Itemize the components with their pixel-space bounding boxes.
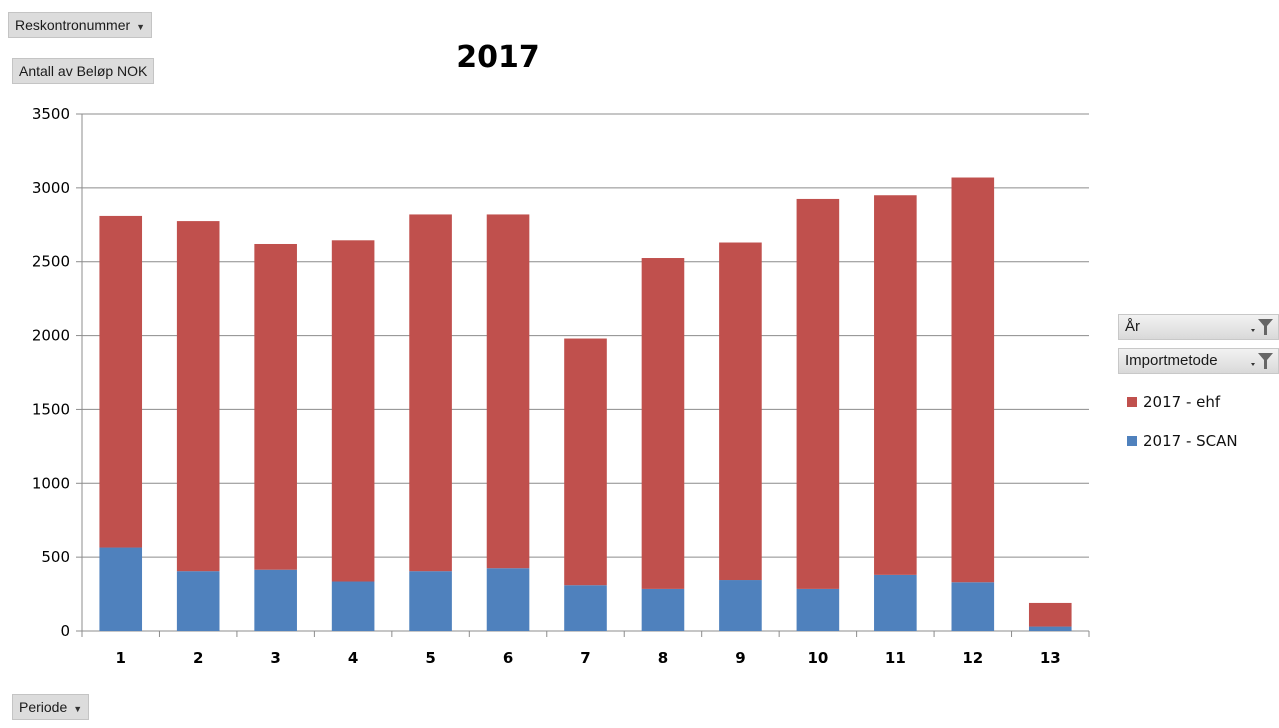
x-tick-label: 1 — [116, 649, 126, 667]
bar-ehf — [951, 177, 995, 583]
bar-ehf — [99, 215, 143, 548]
bar-scan — [486, 568, 530, 631]
chevron-down-icon: ▼ — [136, 22, 146, 32]
ar-field-label: År — [1125, 318, 1140, 335]
legend-swatch-ehf — [1127, 397, 1137, 407]
y-tick-label: 500 — [41, 548, 70, 566]
y-tick-label: 2500 — [32, 253, 70, 271]
y-tick-label: 0 — [60, 622, 70, 640]
importmetode-field-button[interactable]: Importmetode — [1118, 348, 1279, 374]
legend-label-ehf: 2017 - ehf — [1143, 393, 1221, 411]
periode-filter-button[interactable]: Periode ▼ — [12, 694, 90, 720]
bar-scan — [254, 569, 297, 631]
bar-scan — [1028, 626, 1072, 631]
legend-item-scan[interactable]: 2017 - SCAN — [1127, 432, 1238, 450]
legend-label-scan: 2017 - SCAN — [1143, 432, 1238, 450]
x-tick-label: 2 — [193, 649, 203, 667]
chart-title: 2017 — [456, 40, 540, 75]
bar-scan — [719, 580, 762, 631]
importmetode-field-label: Importmetode — [1125, 352, 1218, 369]
chevron-down-icon: ▼ — [73, 704, 83, 714]
filter-icon — [1250, 352, 1274, 374]
bar-ehf — [331, 240, 375, 582]
bar-ehf — [796, 198, 840, 589]
x-tick-label: 3 — [270, 649, 280, 667]
bar-scan — [874, 574, 917, 631]
y-tick-label: 2000 — [32, 327, 70, 345]
legend-swatch-scan — [1127, 436, 1137, 446]
bar-scan — [951, 582, 995, 631]
bar-scan — [796, 588, 840, 631]
x-tick-label: 13 — [1040, 649, 1061, 667]
bar-ehf — [564, 338, 607, 586]
y-tick-label: 3500 — [32, 105, 70, 123]
bar-ehf — [874, 195, 917, 575]
bar-scan — [176, 571, 220, 631]
legend-item-ehf[interactable]: 2017 - ehf — [1127, 393, 1220, 411]
x-tick-label: 5 — [425, 649, 435, 667]
bar-scan — [99, 547, 143, 631]
y-tick-label: 1000 — [32, 474, 70, 492]
filter-icon — [1250, 318, 1274, 340]
x-tick-label: 12 — [962, 649, 983, 667]
bar-ehf — [254, 243, 297, 570]
bar-ehf — [641, 258, 685, 589]
x-tick-label: 7 — [580, 649, 590, 667]
periode-label: Periode — [19, 699, 68, 715]
y-tick-label: 1500 — [32, 400, 70, 418]
values-field-button[interactable]: Antall av Beløp NOK — [12, 58, 155, 84]
x-tick-label: 11 — [885, 649, 906, 667]
bar-ehf — [409, 214, 452, 572]
bar-ehf — [1028, 602, 1072, 627]
bar-scan — [409, 571, 452, 631]
ar-field-button[interactable]: År — [1118, 314, 1279, 340]
bar-ehf — [176, 221, 220, 572]
x-tick-label: 8 — [658, 649, 668, 667]
values-field-label: Antall av Beløp NOK — [19, 63, 148, 79]
bar-scan — [331, 581, 375, 631]
bar-scan — [564, 585, 607, 631]
reskontronummer-label: Reskontronummer — [15, 17, 131, 33]
x-tick-label: 10 — [807, 649, 828, 667]
reskontronummer-filter-button[interactable]: Reskontronummer ▼ — [8, 12, 153, 38]
x-tick-label: 9 — [735, 649, 745, 667]
bar-ehf — [719, 242, 762, 581]
bar-scan — [641, 588, 685, 631]
x-tick-label: 6 — [503, 649, 513, 667]
x-tick-label: 4 — [348, 649, 358, 667]
bar-ehf — [486, 214, 530, 569]
y-tick-label: 3000 — [32, 179, 70, 197]
